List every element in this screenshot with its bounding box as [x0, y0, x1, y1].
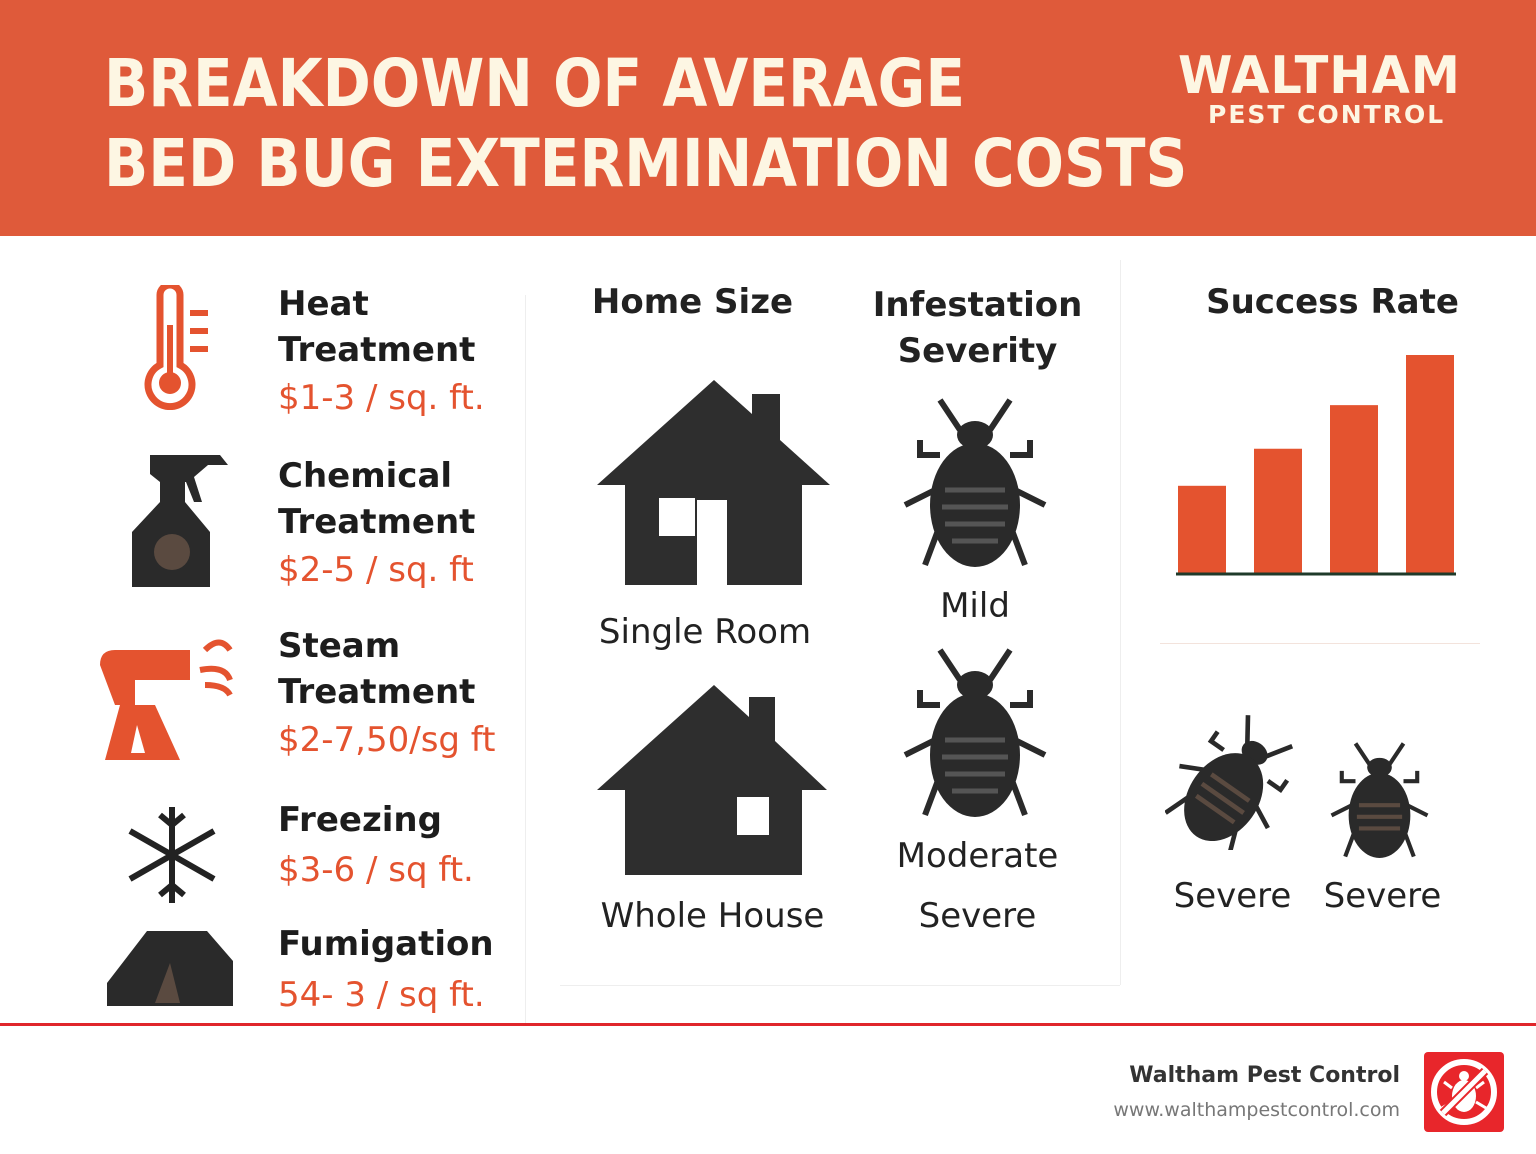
method-price-fumigation: 54- 3 / sq ft.	[278, 975, 485, 1015]
severity-mild: Mild	[940, 586, 1010, 626]
severity-severe: Severe	[918, 896, 1037, 936]
success-rate-chart	[1176, 355, 1456, 576]
success-bar-2	[1254, 448, 1302, 573]
header-banner: BREAKDOWN OF AVERAGE BED BUG EXTERMINATI…	[0, 0, 1536, 236]
method-name-heat: Heat Treatment	[278, 284, 476, 370]
home-size-heading: Home Size	[591, 282, 794, 322]
success-bar-3	[1330, 405, 1378, 573]
footer-divider	[0, 1023, 1536, 1026]
method-name-chemical: Chemical Treatment	[278, 456, 476, 542]
home-size-whole-house: Whole House	[600, 896, 825, 936]
snowflake-icon	[128, 807, 216, 903]
home-size-single-room: Single Room	[598, 612, 812, 652]
method-name-steam: Steam Treatment	[278, 626, 476, 712]
title-line-2: BED BUG EXTERMINATION COSTS	[104, 125, 1188, 202]
divider	[1160, 643, 1480, 644]
tent-icon	[107, 931, 233, 1006]
footer-url[interactable]: www.walthampestcontrol.com	[1113, 1099, 1400, 1121]
divider	[560, 985, 1120, 986]
method-price-freezing: $3-6 / sq ft.	[278, 850, 474, 890]
success-label-severe: Severe	[1173, 876, 1292, 916]
bed-bug-icon	[1330, 742, 1429, 858]
divider	[1120, 260, 1121, 985]
success-bar-4	[1406, 355, 1454, 573]
brand-subtitle: PEST CONTROL	[1208, 100, 1446, 129]
success-label-severe: Severe	[1323, 876, 1442, 916]
steamer-icon	[100, 639, 233, 760]
method-name-freezing: Freezing	[278, 800, 442, 840]
method-name-fumigation: Fumigation	[278, 924, 494, 964]
footer-company: Waltham Pest Control	[1129, 1063, 1400, 1088]
thermometer-icon	[144, 285, 208, 410]
house-icon	[597, 380, 830, 585]
success-bar-1	[1178, 485, 1226, 573]
method-price-heat: $1-3 / sq. ft.	[278, 378, 485, 418]
brand-name: WALTHAM	[1178, 46, 1461, 106]
method-price-chemical: $2-5 / sq. ft	[278, 550, 474, 590]
bed-bug-icon	[903, 398, 1047, 567]
severity-heading: Infestation Severity	[872, 285, 1083, 371]
spray-bottle-icon	[132, 455, 228, 587]
success-rate-heading: Success Rate	[1206, 282, 1459, 322]
severity-moderate: Moderate	[896, 836, 1059, 876]
title-line-1: BREAKDOWN OF AVERAGE	[104, 45, 966, 122]
house-icon	[597, 685, 827, 875]
bed-bug-icon	[903, 648, 1047, 817]
bed-bug-icon	[1165, 715, 1294, 850]
method-price-steam: $2-7,50/sg ft	[278, 720, 496, 760]
divider	[525, 295, 526, 1025]
no-bug-logo-icon	[1424, 1052, 1504, 1132]
